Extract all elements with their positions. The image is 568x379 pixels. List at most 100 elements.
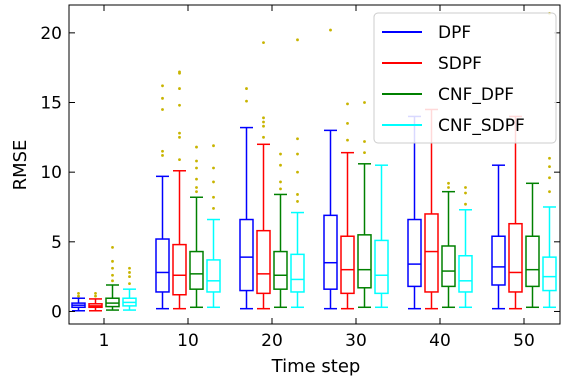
outlier-point [296, 193, 299, 196]
plot-frame [68, 4, 561, 325]
box-iqr [491, 235, 506, 286]
x-tick-label: 20 [261, 331, 283, 351]
outlier-point [279, 163, 282, 167]
box-dpf-50 [491, 164, 506, 310]
box-cnf-sdpf-1 [122, 266, 137, 311]
outlier-point [464, 186, 467, 189]
box-iqr [189, 250, 204, 290]
legend-label: CNF_DPF [438, 85, 514, 105]
outlier-point [262, 41, 265, 45]
outlier-point [279, 180, 282, 184]
box-iqr [290, 253, 305, 293]
outlier-point [128, 282, 131, 286]
outlier-point [111, 273, 114, 277]
box-dpf-30 [323, 28, 338, 310]
outlier-point [195, 145, 198, 149]
box-iqr [357, 234, 372, 289]
outlier-point [346, 138, 349, 142]
x-tick-label: 30 [345, 331, 367, 351]
y-tick-label: 20 [40, 24, 62, 44]
outlier-point [363, 101, 366, 104]
outlier-point [262, 135, 265, 139]
outlier-point [111, 266, 114, 270]
y-axis-label: RMSE [10, 140, 31, 191]
box-cnf-sdpf-50 [542, 11, 557, 309]
box-cnf-dpf-20 [273, 152, 288, 309]
outlier-point [178, 70, 181, 74]
box-cnf-sdpf-30 [374, 164, 389, 309]
outlier-point [77, 294, 80, 298]
box-cnf-dpf-30 [357, 101, 372, 309]
outlier-point [195, 186, 198, 189]
outlier-point [212, 195, 215, 199]
box-iqr [172, 243, 187, 296]
outlier-point [128, 271, 131, 274]
outlier-point [161, 84, 164, 88]
box-sdpf-10 [172, 70, 187, 310]
outlier-point [178, 87, 181, 90]
y-tick-label: 15 [40, 94, 62, 114]
box-iqr [256, 229, 271, 295]
box-cnf-sdpf-10 [206, 144, 221, 309]
outlier-point [212, 206, 215, 210]
outlier-point [94, 291, 97, 295]
y-tick-label: 0 [51, 302, 62, 322]
outlier-point [161, 108, 164, 111]
outlier-point [245, 87, 248, 90]
outlier-point [111, 259, 114, 263]
legend-label: DPF [438, 23, 471, 43]
outlier-point [262, 120, 265, 124]
outlier-point [296, 38, 299, 42]
legend: DPF SDPF CNF_DPF CNF_SDPF [373, 12, 557, 144]
box-iqr [508, 222, 523, 293]
box-iqr [206, 259, 221, 293]
box-sdpf-20 [256, 41, 271, 310]
box-sdpf-30 [340, 102, 355, 310]
outlier-point [178, 135, 181, 139]
outlier-point [245, 99, 248, 103]
outlier-point [279, 152, 282, 156]
outlier-point [262, 116, 265, 120]
legend-label: CNF_SDPF [438, 116, 525, 136]
outlier-point [178, 158, 181, 162]
box-sdpf-1 [88, 291, 103, 312]
outlier-point [346, 122, 349, 125]
outlier-point [296, 137, 299, 141]
outlier-point [296, 152, 299, 156]
outlier-point [363, 140, 366, 143]
outlier-point [346, 102, 349, 106]
outlier-point [212, 144, 215, 148]
axes: RMSE Time step 0 5 10 15 20 1 10 20 30 40 50 [10, 4, 561, 377]
outlier-point [548, 176, 551, 180]
box-iqr [239, 218, 254, 292]
outlier-point [447, 181, 450, 185]
outlier-point [195, 166, 198, 170]
box-dpf-10 [155, 84, 170, 310]
outlier-point [296, 200, 299, 203]
box-sdpf-50 [508, 115, 523, 310]
box-iqr [155, 238, 170, 293]
outlier-point [111, 279, 114, 283]
outlier-point [178, 131, 181, 135]
outlier-point [77, 291, 80, 295]
outlier-point [548, 190, 551, 194]
outlier-point [195, 177, 198, 181]
outlier-point [548, 165, 551, 168]
box-iqr [441, 245, 456, 288]
x-tick-label: 50 [513, 331, 535, 351]
outlier-point [161, 149, 164, 153]
box-dpf-40 [407, 115, 422, 310]
box-iqr [458, 254, 473, 293]
outlier-point [329, 28, 332, 32]
outlier-point [212, 180, 215, 184]
box-cnf-dpf-10 [189, 145, 204, 309]
legend-label: SDPF [438, 54, 482, 74]
y-tick-label: 10 [40, 163, 62, 183]
box-cnf-dpf-40 [441, 181, 456, 309]
box-cnf-dpf-1 [105, 245, 120, 311]
box-iqr [407, 218, 422, 288]
box-iqr [424, 213, 439, 293]
box-cnf-sdpf-20 [290, 38, 305, 309]
outlier-point [212, 166, 215, 170]
